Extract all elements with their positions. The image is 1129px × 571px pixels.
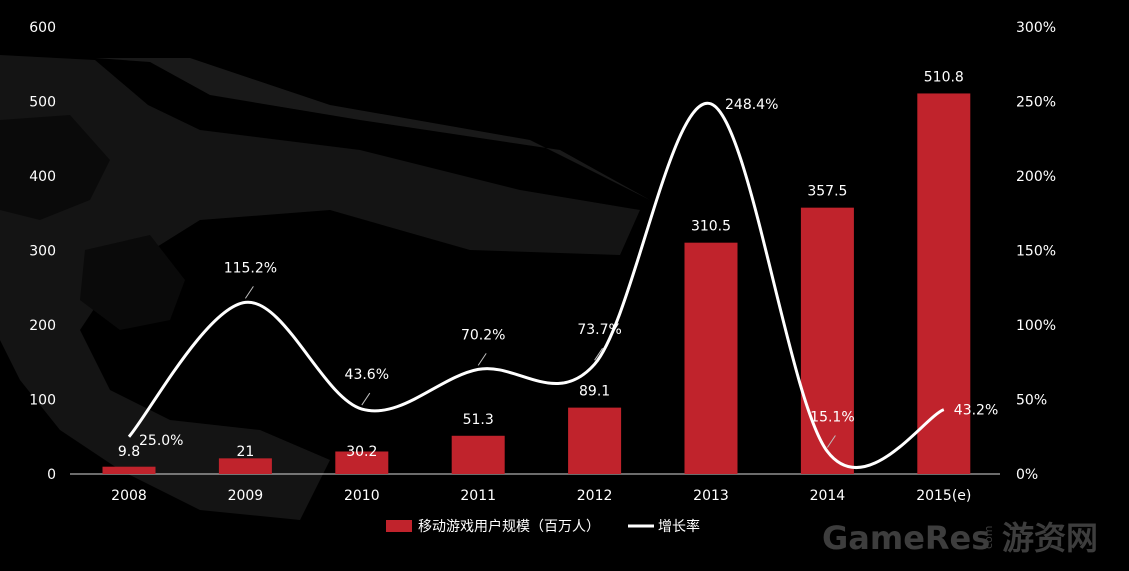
right-tick-label: 300% [1016,20,1056,36]
x-tick-label: 2012 [577,488,613,504]
bar-data-label: 9.8 [118,444,140,460]
x-axis: 2008 2009 2010 2011 2012 2013 2014 2015(e) [111,488,971,504]
line-data-label: 43.6% [345,367,389,383]
right-tick-label: 150% [1016,244,1056,260]
left-tick-label: 300 [29,244,56,260]
line-data-label: 25.0% [139,433,183,449]
line-data-label: 73.7% [577,322,621,338]
bar-data-label: 21 [236,444,254,460]
line-data-labels: 25.0% 115.2% 43.6% 70.2% 73.7% 248.4% 15.1% 43.… [139,97,998,449]
line-label-leader [477,353,487,366]
right-tick-label: 100% [1016,318,1056,334]
background-logo [0,55,650,520]
watermark-chinese: 游资网 [1002,519,1098,557]
watermark-suffix: com [982,526,995,550]
bar-data-labels: 9.8 21 30.2 51.3 89.1 310.5 357.5 510.8 [118,69,964,460]
legend: 移动游戏用户规模（百万人） 增长率 [386,518,700,535]
legend-bar-swatch [386,520,412,532]
bar [568,407,622,474]
left-tick-label: 100 [29,393,56,409]
right-tick-label: 50% [1016,393,1047,409]
x-tick-label: 2009 [228,488,264,504]
watermark: GameRes com 游资网 [822,519,1098,557]
bar-data-label: 51.3 [463,412,494,428]
line-label-leader [361,392,371,406]
left-tick-label: 200 [29,318,56,334]
right-tick-label: 0% [1016,467,1038,483]
right-tick-label: 250% [1016,95,1056,111]
bar-data-label: 30.2 [346,444,377,460]
legend-line-label: 增长率 [658,518,700,535]
x-tick-label: 2008 [111,488,147,504]
left-tick-label: 500 [29,95,56,111]
line-label-leader [826,435,836,448]
legend-bar-label: 移动游戏用户规模（百万人） [418,518,600,535]
line-data-label: 43.2% [954,403,998,419]
left-axis: 0 100 200 300 400 500 600 [29,20,56,483]
line-series [127,102,945,470]
line-data-label: 70.2% [461,327,505,343]
line-label-leader [594,347,604,361]
bar [102,466,156,474]
line-data-label: 248.4% [725,97,778,113]
right-axis: 0% 50% 100% 150% 200% 250% 300% [1016,20,1056,483]
line-data-label: 15.1% [810,410,854,426]
left-tick-label: 400 [29,169,56,185]
line-data-label: 115.2% [224,260,277,276]
bar [451,435,505,474]
x-tick-label: 2010 [344,488,380,504]
bar-data-label: 310.5 [691,219,731,235]
left-tick-label: 0 [47,467,56,483]
bar [800,207,854,474]
left-tick-label: 600 [29,20,56,36]
x-tick-label: 2013 [693,488,729,504]
right-tick-label: 200% [1016,169,1056,185]
growth-rate-line [127,102,945,470]
x-tick-label: 2011 [460,488,496,504]
x-tick-label: 2014 [810,488,846,504]
bar [335,451,389,474]
line-label-leader [244,286,254,299]
watermark-brand: GameRes [822,519,990,557]
x-tick-label: 2015(e) [916,488,971,504]
bar [218,458,272,474]
bar-data-label: 357.5 [807,184,847,200]
bar-data-label: 89.1 [579,384,610,400]
bar-data-label: 510.8 [924,69,964,85]
bar [684,242,738,474]
